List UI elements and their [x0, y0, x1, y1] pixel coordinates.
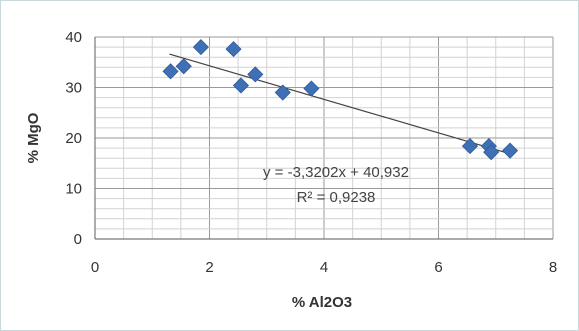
y-tick-label: 0	[74, 231, 82, 248]
trendline-group	[169, 53, 511, 155]
y-axis-title: % MgO	[25, 112, 42, 163]
data-point-marker	[162, 63, 179, 80]
y-tick-label: 20	[65, 130, 82, 147]
data-point-marker	[232, 77, 250, 94]
x-tick-label: 6	[434, 259, 442, 276]
x-tick-label: 8	[549, 259, 557, 276]
data-point-marker	[247, 66, 264, 83]
data-points	[162, 39, 519, 161]
y-tick-label: 10	[65, 181, 82, 198]
data-point-marker	[483, 144, 500, 161]
axes	[94, 37, 553, 240]
x-tick-label: 4	[320, 259, 328, 276]
trendline-equation: y = -3,3202x + 40,932	[263, 164, 409, 181]
plot-gridlines	[94, 36, 554, 240]
x-tick-label: 0	[91, 259, 99, 276]
data-point-marker	[501, 142, 519, 159]
y-tick-label: 40	[65, 29, 82, 46]
data-point-marker	[225, 41, 242, 58]
x-tick-label: 2	[205, 259, 213, 276]
data-point-marker	[192, 39, 209, 56]
data-point-marker	[175, 58, 192, 75]
y-tick-label: 30	[65, 80, 82, 97]
data-point-marker	[461, 138, 479, 155]
trendline	[169, 53, 511, 155]
data-point-marker	[274, 84, 291, 101]
x-axis-title: % Al2O3	[292, 294, 352, 311]
data-point-marker	[303, 80, 320, 97]
trendline-r-squared: R² = 0,9238	[297, 189, 376, 206]
tick-labels: 0 2 4 6 8 0 10 20 30 40	[65, 29, 557, 276]
